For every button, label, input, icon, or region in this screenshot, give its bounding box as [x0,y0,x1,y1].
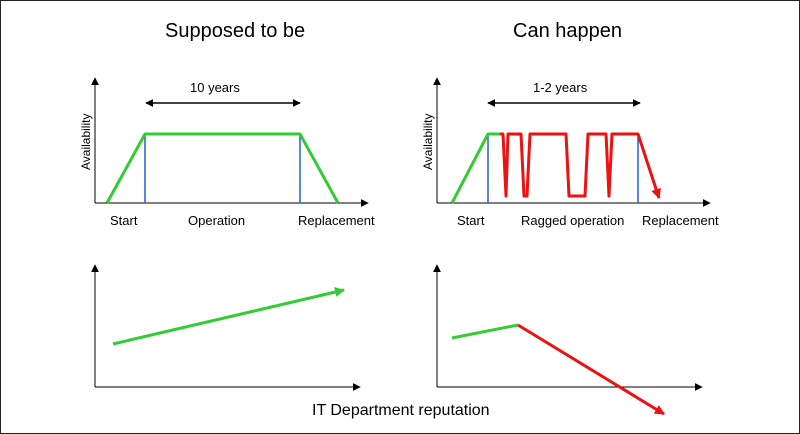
right-reputation-chart [433,264,703,416]
right-duration-label: 1-2 years [533,80,588,95]
left-start-label: Start [110,213,138,228]
left-replacement-label: Replacement [298,213,375,228]
right-panel-title: Can happen [513,20,622,42]
right-reputation-initial-segment [451,323,519,340]
right-reputation-falling-arrow [517,323,665,416]
left-availability-curve [105,132,340,204]
left-reputation-chart [91,264,361,391]
right-ragged-operation-label: Ragged operation [521,213,625,228]
left-availability-chart [91,77,369,207]
right-availability-ragged-curve [500,132,661,199]
right-availability-ramp [450,132,500,204]
left-duration-label: 10 years [190,80,240,95]
left-reputation-rising-arrow [112,287,345,346]
left-operation-label: Operation [188,213,246,228]
reputation-label: IT Department reputation [312,402,490,419]
right-start-label: Start [457,213,485,228]
left-panel-title: Supposed to be [165,20,306,42]
right-replacement-label: Replacement [642,213,719,228]
right-availability-chart [433,77,711,207]
